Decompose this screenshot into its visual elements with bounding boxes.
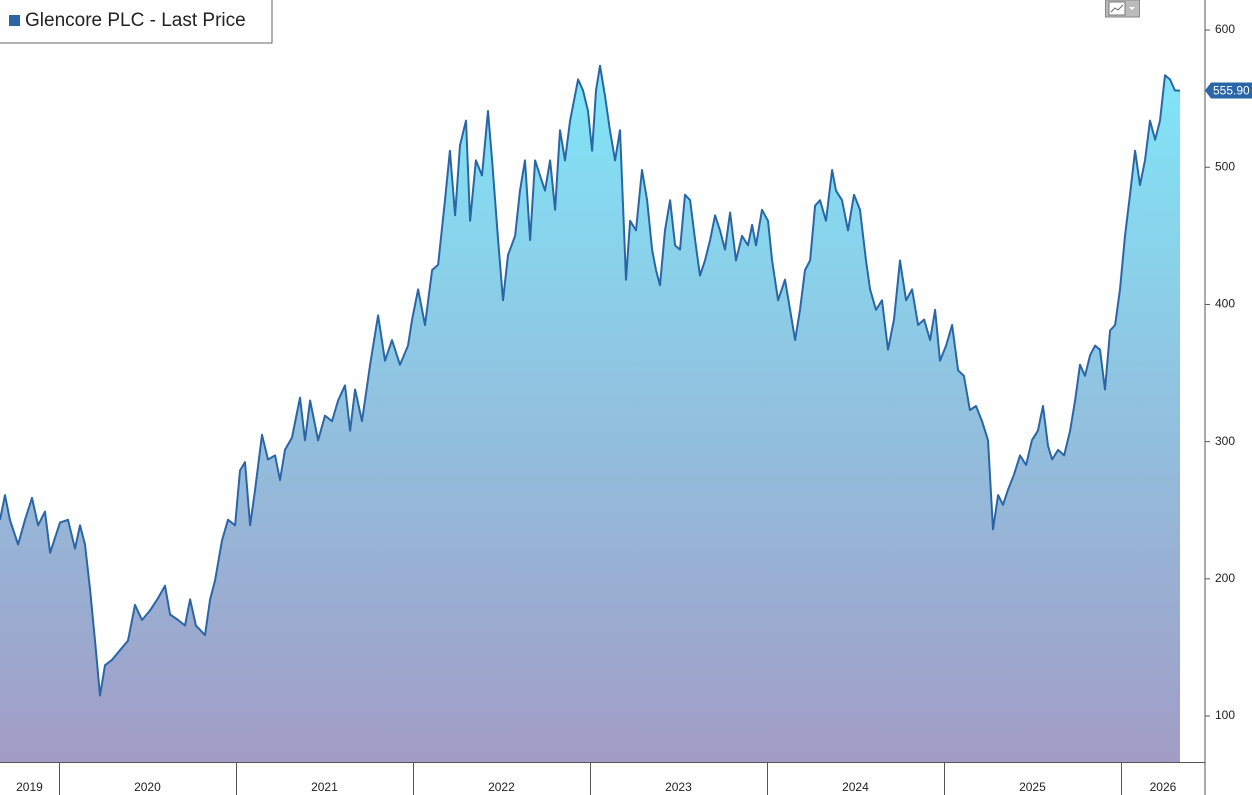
x-tick-label: 2024: [842, 780, 869, 794]
y-tick-label: 100: [1215, 708, 1235, 722]
y-tick-label: 300: [1215, 434, 1235, 448]
button-glyph: [1110, 4, 1124, 13]
area-fill: [0, 65, 1180, 762]
y-tick-label: 600: [1215, 22, 1235, 36]
legend-swatch: [9, 15, 20, 26]
y-tick-label: 200: [1215, 571, 1235, 585]
legend-box: [0, 0, 273, 44]
last-price-label: 555.90: [1213, 84, 1250, 98]
legend-label: Glencore PLC - Last Price: [25, 10, 246, 31]
y-tick-label: 400: [1215, 297, 1235, 311]
x-tick-label: 2022: [488, 780, 515, 794]
x-tick-label: 2020: [134, 780, 161, 794]
x-tick-label: 2021: [311, 780, 338, 794]
legend: Glencore PLC - Last Price: [0, 0, 273, 44]
button-icon: [1108, 1, 1126, 16]
y-tick-label: 500: [1215, 159, 1235, 173]
x-tick-label: 2026: [1150, 780, 1177, 794]
x-tick-label: 2019: [16, 780, 43, 794]
last-price-tag: [1205, 82, 1252, 99]
button-arrow: [1129, 7, 1135, 10]
chart-type-button[interactable]: [1105, 0, 1140, 18]
x-tick-label: 2023: [665, 780, 692, 794]
plot-area: [0, 64, 1181, 762]
price-line: [0, 64, 1181, 697]
x-tick-label: 2025: [1019, 780, 1046, 794]
